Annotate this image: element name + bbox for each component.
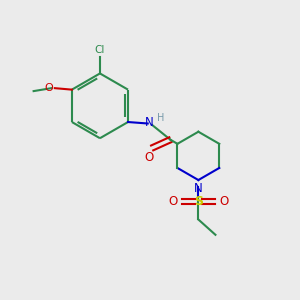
Text: N: N bbox=[145, 116, 154, 128]
Text: O: O bbox=[169, 195, 178, 208]
Text: O: O bbox=[145, 151, 154, 164]
Text: S: S bbox=[194, 195, 203, 208]
Text: N: N bbox=[194, 182, 203, 195]
Text: Cl: Cl bbox=[95, 45, 105, 55]
Text: O: O bbox=[45, 83, 53, 93]
Text: O: O bbox=[219, 195, 228, 208]
Text: H: H bbox=[157, 112, 164, 123]
